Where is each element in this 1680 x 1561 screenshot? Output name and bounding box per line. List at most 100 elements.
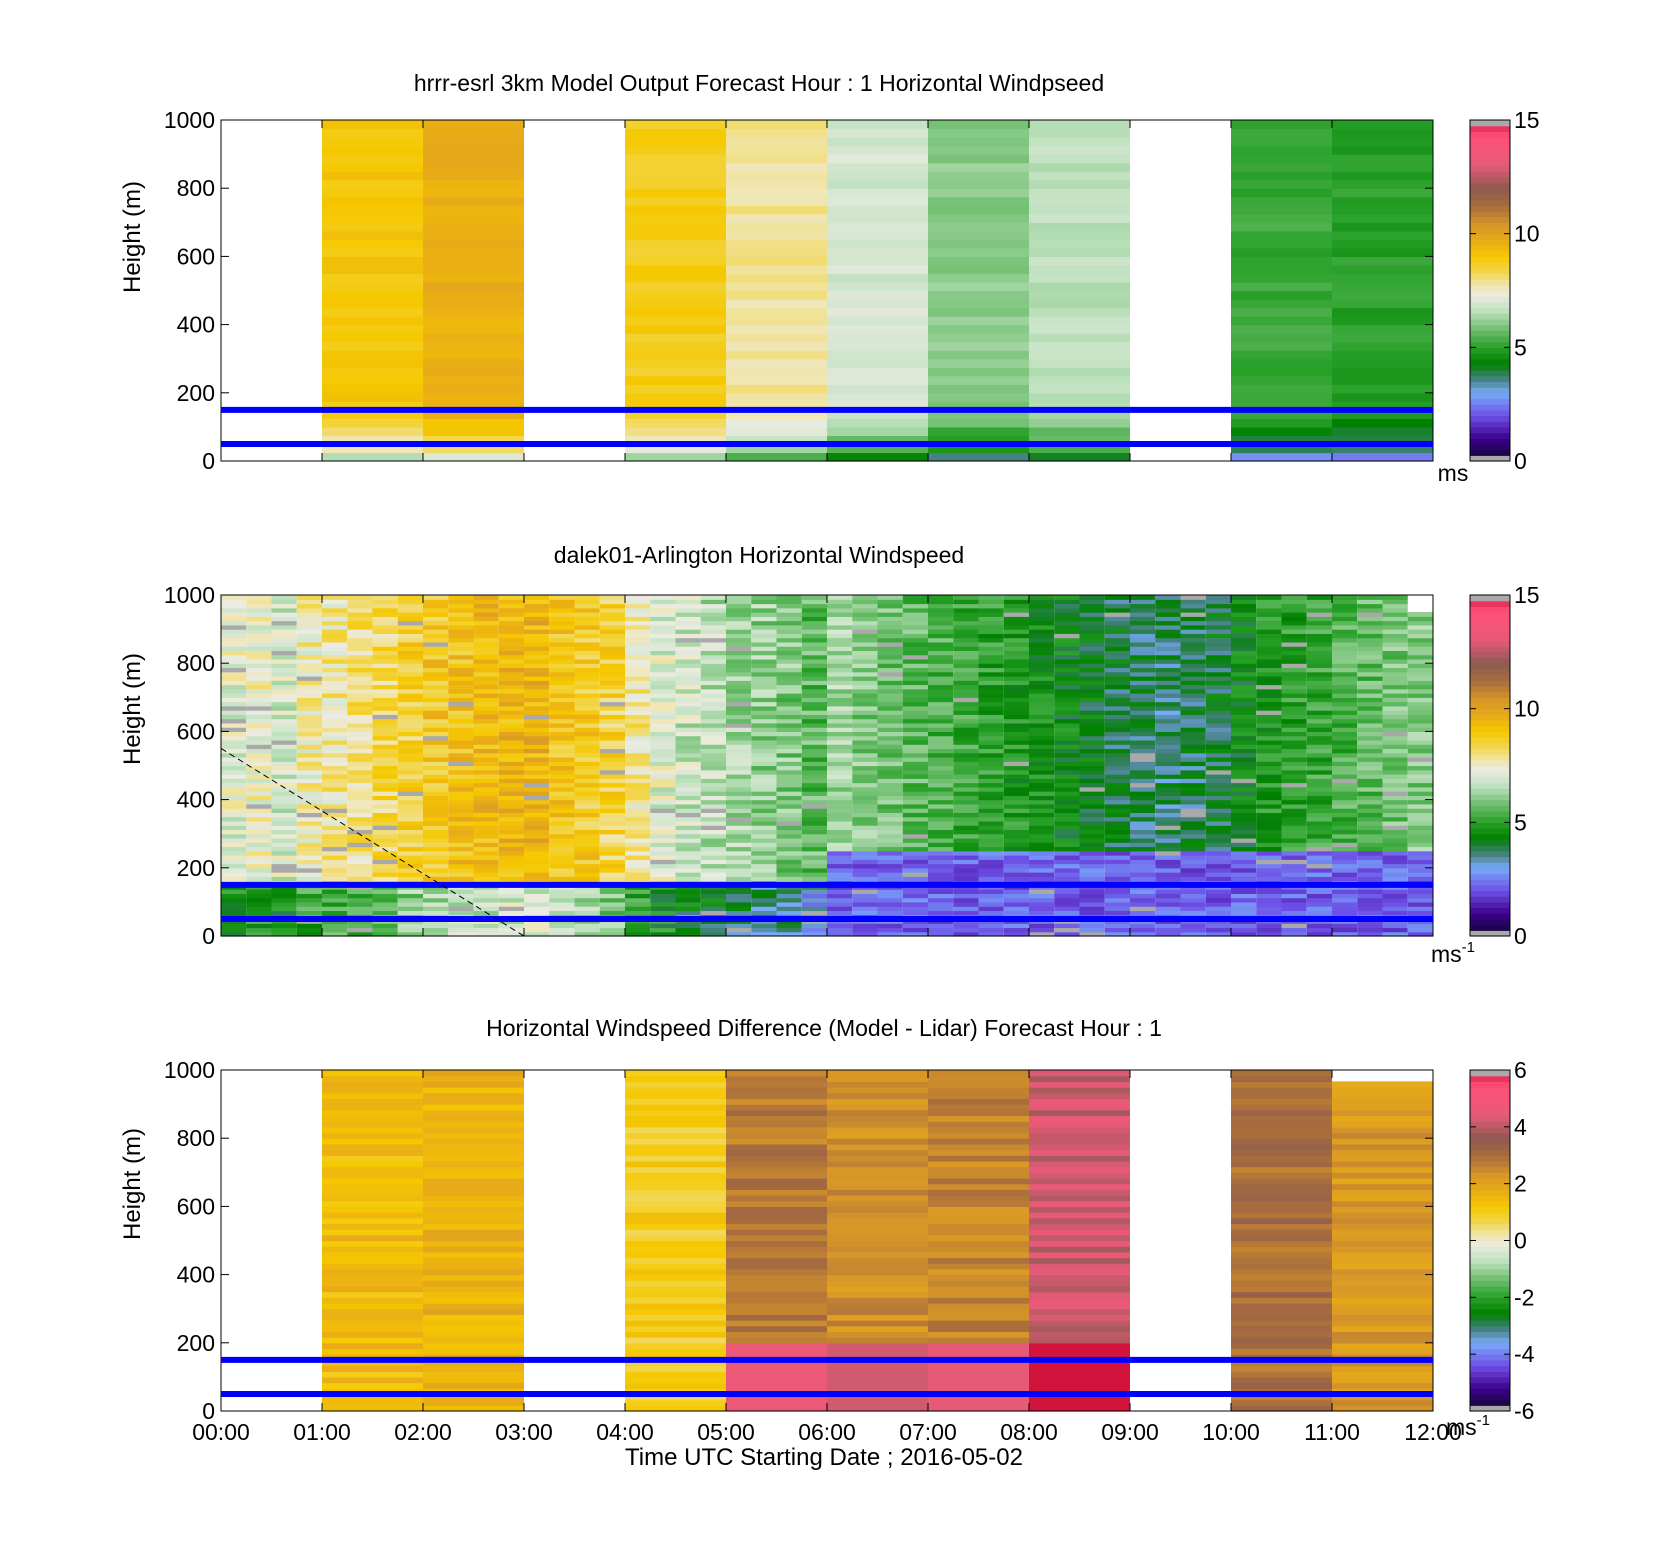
heatmap-cell [599, 658, 625, 664]
heatmap-cell [928, 1109, 1029, 1117]
heatmap-cell [397, 850, 423, 856]
heatmap-cell [1306, 663, 1332, 669]
heatmap-cell [1029, 324, 1130, 334]
heatmap-cell [928, 426, 1029, 437]
heatmap-cell [1029, 273, 1130, 283]
heatmap-cell [574, 910, 600, 916]
heatmap-cell [1205, 718, 1231, 724]
heatmap-cell [1256, 791, 1282, 796]
heatmap-cell [599, 859, 625, 865]
heatmap-cell [1231, 145, 1332, 155]
heatmap-cell [322, 697, 348, 703]
heatmap-cell [296, 803, 322, 809]
heatmap-cell [801, 663, 827, 669]
heatmap-cell [650, 820, 676, 826]
heatmap-cell [1205, 637, 1231, 643]
heatmap-cell [498, 897, 524, 903]
heatmap-cell [1231, 1257, 1332, 1264]
heatmap-cell [801, 641, 827, 647]
heatmap-cell [877, 812, 903, 818]
heatmap-cell [423, 1246, 524, 1253]
heatmap-cell [1332, 722, 1358, 728]
heatmap-cell [877, 680, 903, 686]
heatmap-cell [599, 748, 625, 754]
heatmap-cell [726, 409, 827, 419]
heatmap-cell [953, 616, 979, 622]
heatmap-cell [827, 1081, 928, 1088]
heatmap-cell [902, 727, 928, 732]
heatmap-cell [448, 637, 474, 643]
heatmap-cell [1205, 663, 1231, 669]
heatmap-cell [1231, 654, 1257, 660]
heatmap-cell [1130, 607, 1156, 613]
heatmap-cell [574, 705, 600, 711]
heatmap-cell [827, 620, 853, 626]
heatmap-cell [1332, 247, 1433, 258]
heatmap-cell [221, 795, 247, 801]
heatmap-cell [473, 816, 499, 822]
heatmap-cell [726, 1314, 827, 1321]
heatmap-cell [322, 1212, 423, 1219]
y-tick-label: 200 [177, 855, 215, 881]
y-tick-label: 800 [177, 650, 215, 676]
heatmap-cell [902, 855, 928, 860]
heatmap-cell [1231, 620, 1257, 626]
heatmap-cell [1382, 735, 1408, 741]
heatmap-cell [322, 1314, 423, 1321]
heatmap-cell [751, 688, 777, 694]
heatmap-cell [1382, 620, 1408, 626]
heatmap-cell [271, 863, 297, 869]
heatmap-cell [1306, 816, 1332, 822]
heatmap-cell [1079, 863, 1105, 869]
heatmap-cell [1029, 867, 1055, 873]
heatmap-cell [877, 850, 903, 856]
heatmap-cell [726, 1246, 827, 1253]
heatmap-cell [751, 901, 777, 907]
heatmap-cell [1079, 654, 1105, 660]
heatmap-cell [726, 1251, 827, 1259]
heatmap-cell [423, 1291, 524, 1298]
heatmap-cell [498, 786, 524, 792]
heatmap-cell [1382, 927, 1408, 933]
heatmap-cell [322, 1399, 423, 1406]
heatmap-cell [1054, 825, 1080, 831]
heatmap-cell [625, 1177, 726, 1185]
heatmap-cell [1332, 1166, 1433, 1173]
heatmap-cell [1180, 748, 1206, 754]
heatmap-cell [827, 1189, 928, 1196]
heatmap-cell [1003, 616, 1029, 622]
heatmap-cell [574, 889, 600, 894]
heatmap-cell [448, 931, 474, 937]
heatmap-cell [574, 727, 600, 732]
heatmap-cell [700, 697, 726, 703]
heatmap-cell [776, 739, 802, 745]
heatmap-cell [1332, 718, 1358, 724]
heatmap-cell [549, 893, 575, 899]
heatmap-cell [650, 646, 676, 652]
heatmap-cell [1332, 931, 1358, 937]
heatmap-cell [1029, 1087, 1130, 1094]
heatmap-cell [1180, 722, 1206, 728]
heatmap-cell [827, 1285, 928, 1293]
heatmap-cell [827, 367, 928, 377]
heatmap-cell [1332, 850, 1358, 856]
heatmap-cell [1382, 646, 1408, 652]
heatmap-cell [726, 196, 827, 206]
heatmap-cell [801, 897, 827, 903]
heatmap-cell [1256, 867, 1282, 873]
heatmap-cell [549, 761, 575, 767]
colorbar-swatch [1470, 296, 1510, 303]
heatmap-cell [827, 1121, 928, 1128]
heatmap-cell [726, 646, 752, 652]
heatmap-cell [1281, 684, 1307, 690]
heatmap-cell [928, 710, 954, 715]
colorbar-swatch [1470, 188, 1510, 195]
heatmap-cell [776, 718, 802, 724]
heatmap-cell [852, 816, 878, 822]
heatmap-cell [524, 923, 550, 929]
heatmap-cell [1281, 876, 1307, 882]
colorbar-swatch [1470, 210, 1510, 218]
heatmap-cell [650, 620, 676, 626]
heatmap-cell [372, 833, 398, 839]
heatmap-cell [726, 654, 752, 660]
